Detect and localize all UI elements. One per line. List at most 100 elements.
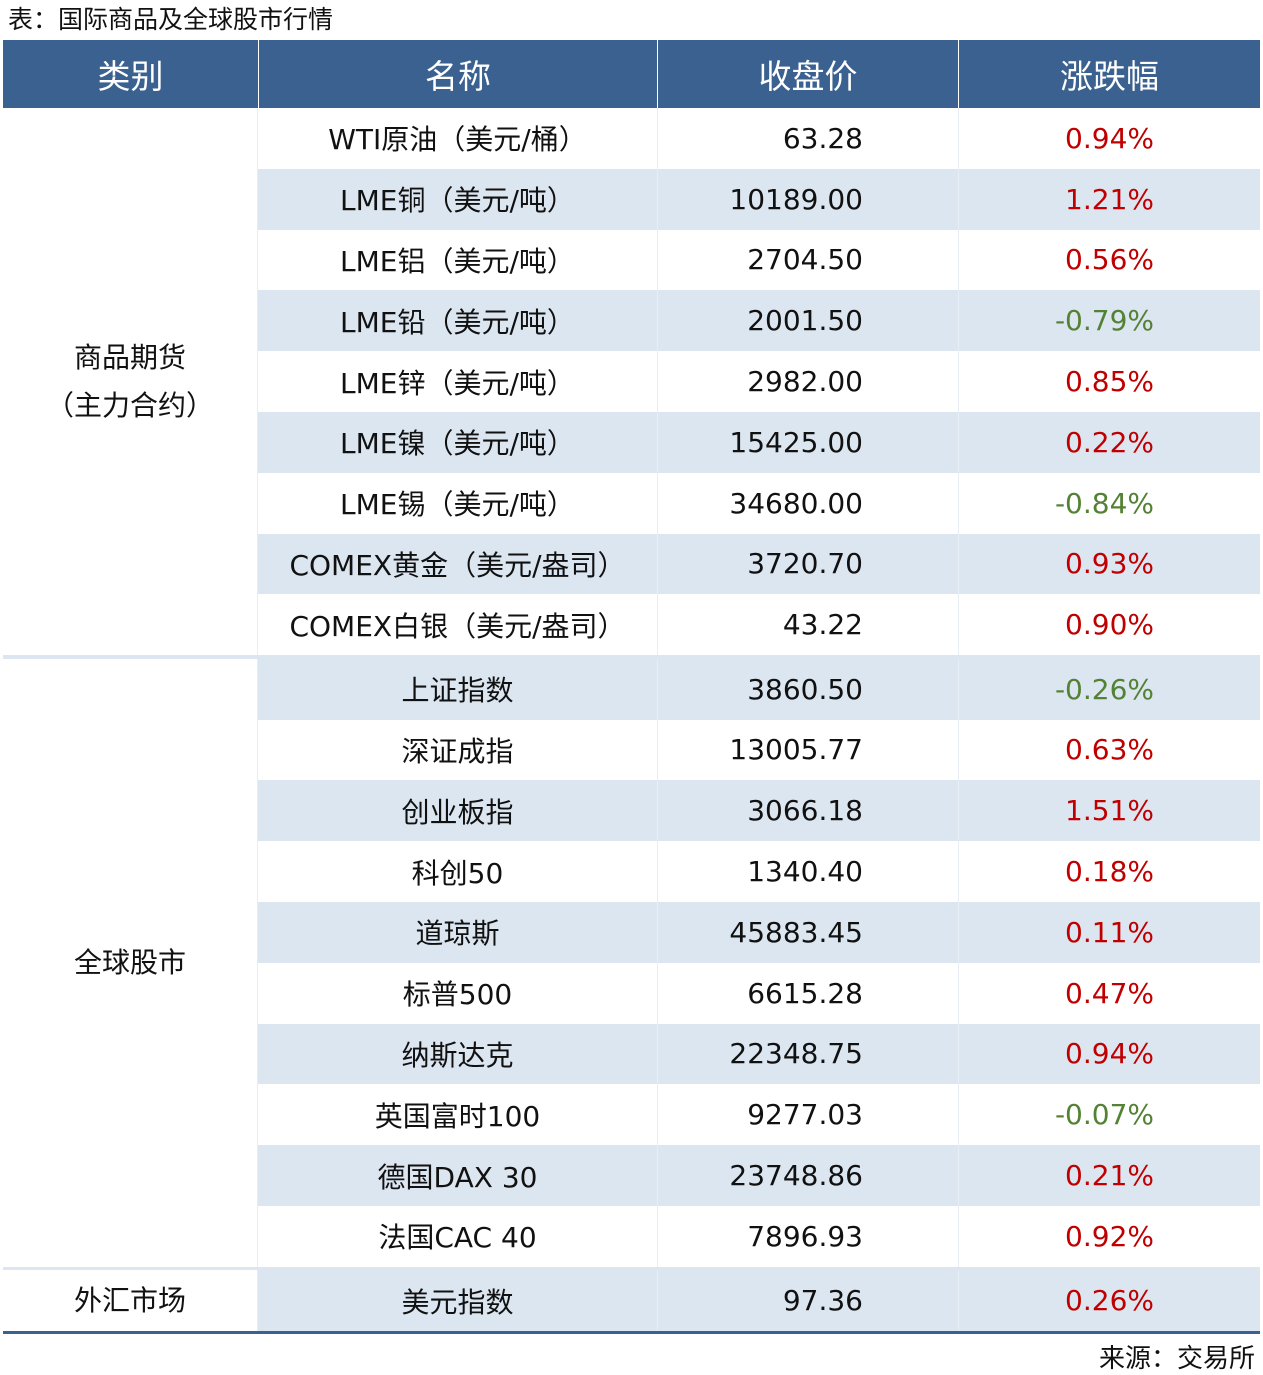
close-cell: 22348.75 xyxy=(729,1037,863,1071)
change-cell: -0.79% xyxy=(1054,304,1154,338)
name-cell: 法国CAC 40 xyxy=(378,1221,537,1255)
column-divider xyxy=(657,472,658,534)
category-cell: 商品期货 （主力合约） xyxy=(3,108,258,656)
close-cell: 63.28 xyxy=(782,121,863,155)
name-cell: 标普500 xyxy=(402,978,513,1012)
close-cell: 9277.03 xyxy=(747,1098,863,1132)
column-divider xyxy=(657,168,658,230)
column-divider xyxy=(958,658,959,720)
column-divider xyxy=(657,719,658,781)
column-divider xyxy=(958,902,959,963)
change-cell: 0.90% xyxy=(1065,608,1154,642)
change-cell: 0.21% xyxy=(1065,1159,1154,1193)
change-cell: 0.18% xyxy=(1065,855,1154,889)
name-cell: WTI原油（美元/桶） xyxy=(328,123,587,157)
bottom-border xyxy=(3,1331,1260,1335)
column-divider xyxy=(958,412,959,473)
change-cell: 0.94% xyxy=(1065,121,1154,155)
change-cell: 0.22% xyxy=(1065,425,1154,459)
change-cell: 0.85% xyxy=(1065,365,1154,399)
column-divider xyxy=(657,351,658,412)
name-cell: LME锌（美元/吨） xyxy=(340,366,575,400)
column-divider xyxy=(958,1270,959,1332)
row-bg xyxy=(258,1023,1260,1085)
name-cell: LME锡（美元/吨） xyxy=(340,488,575,522)
row-bg xyxy=(258,351,1260,412)
name-cell: 英国富时100 xyxy=(374,1099,541,1133)
column-divider xyxy=(958,168,959,230)
category-line: 全球股市 xyxy=(73,945,186,979)
change-cell: 0.94% xyxy=(1065,1037,1154,1071)
name-cell: COMEX白银（美元/盎司） xyxy=(289,609,626,643)
column-divider xyxy=(958,1084,959,1146)
column-divider xyxy=(958,290,959,352)
column-divider xyxy=(657,658,658,720)
column-divider xyxy=(657,780,658,842)
name-cell: LME铝（美元/吨） xyxy=(340,244,575,278)
column-divider xyxy=(657,1084,658,1146)
close-cell: 3860.50 xyxy=(747,672,863,706)
name-cell: 上证指数 xyxy=(401,674,514,708)
close-cell: 7896.93 xyxy=(747,1219,863,1253)
column-divider xyxy=(657,1023,658,1085)
column-divider xyxy=(958,594,959,656)
column-divider xyxy=(657,962,658,1024)
name-cell: 美元指数 xyxy=(401,1285,514,1319)
column-divider xyxy=(657,108,658,169)
name-cell: 科创50 xyxy=(411,856,504,890)
row-bg xyxy=(258,841,1260,902)
row-bg xyxy=(258,290,1260,352)
column-divider xyxy=(958,1023,959,1085)
row-bg xyxy=(258,1084,1260,1146)
column-divider xyxy=(657,902,658,963)
row-bg xyxy=(258,719,1260,781)
close-cell: 13005.77 xyxy=(729,733,863,767)
change-cell: -0.26% xyxy=(1054,672,1154,706)
change-cell: -0.84% xyxy=(1054,486,1154,520)
row-bg xyxy=(258,472,1260,534)
column-divider xyxy=(657,1206,658,1267)
close-cell: 15425.00 xyxy=(729,425,863,459)
change-cell: 0.47% xyxy=(1065,976,1154,1010)
column-divider xyxy=(657,290,658,352)
column-divider xyxy=(958,108,959,169)
category-line: 外汇市场 xyxy=(73,1283,186,1317)
header-cell: 类别 xyxy=(97,57,164,96)
change-cell: 0.26% xyxy=(1065,1284,1154,1318)
column-divider xyxy=(657,412,658,473)
header-cell: 收盘价 xyxy=(657,40,958,108)
name-cell: COMEX黄金（美元/盎司） xyxy=(289,548,626,582)
column-divider xyxy=(958,229,959,291)
change-cell: 0.93% xyxy=(1065,547,1154,581)
column-divider xyxy=(958,1145,959,1206)
close-cell: 6615.28 xyxy=(747,976,863,1010)
close-cell: 45883.45 xyxy=(729,915,863,949)
change-cell: 1.21% xyxy=(1065,182,1154,216)
column-divider xyxy=(657,1270,658,1332)
column-divider xyxy=(958,780,959,842)
close-cell: 34680.00 xyxy=(729,486,863,520)
close-cell: 1340.40 xyxy=(747,855,863,889)
column-divider xyxy=(958,351,959,412)
name-cell: 纳斯达克 xyxy=(401,1038,514,1072)
column-divider xyxy=(958,962,959,1024)
change-cell: -0.07% xyxy=(1054,1098,1154,1132)
close-cell: 3720.70 xyxy=(747,547,863,581)
close-cell: 43.22 xyxy=(782,608,863,642)
category-cell: 外汇市场 xyxy=(3,1270,258,1332)
title: 表：国际商品及全球股市行情 xyxy=(8,5,334,34)
name-cell: 创业板指 xyxy=(401,795,514,829)
column-divider xyxy=(657,841,658,902)
name-cell: LME镍（美元/吨） xyxy=(340,427,575,461)
row-bg xyxy=(258,658,1260,720)
category-line: 商品期货 xyxy=(73,340,186,374)
header-cell: 名称 xyxy=(258,40,657,108)
close-cell: 97.36 xyxy=(782,1284,863,1318)
row-bg xyxy=(258,168,1260,230)
column-divider xyxy=(958,719,959,781)
name-cell: 道琼斯 xyxy=(415,917,500,951)
change-cell: 0.11% xyxy=(1065,915,1154,949)
change-cell: 0.92% xyxy=(1065,1219,1154,1253)
row-bg xyxy=(258,1270,1260,1332)
